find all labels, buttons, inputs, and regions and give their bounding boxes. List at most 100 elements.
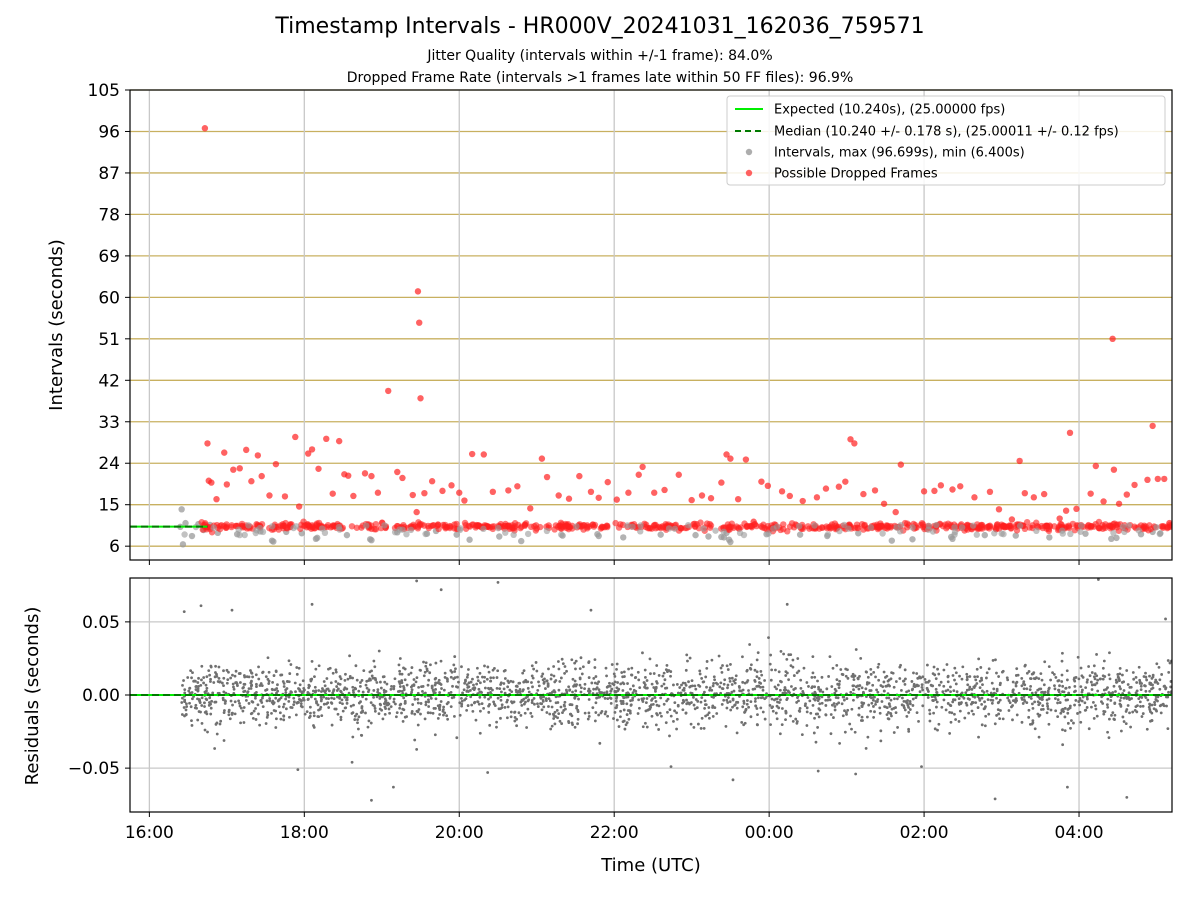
residual-point: [200, 704, 204, 707]
residual-point: [726, 686, 729, 690]
residual-point: [681, 708, 685, 712]
residual-point: [1151, 675, 1155, 679]
residual-point: [701, 680, 705, 684]
residual-point: [522, 702, 526, 706]
residual-point: [851, 672, 855, 676]
residual-point: [824, 698, 828, 702]
residual-point: [413, 697, 417, 701]
residual-point: [609, 689, 613, 693]
residual-point: [953, 666, 957, 670]
residual-point: [429, 711, 432, 715]
residual-point: [841, 695, 845, 699]
residual-point: [946, 702, 950, 705]
legend-dropped-swatch: [745, 169, 753, 177]
residual-point: [936, 728, 939, 732]
residual-point: [342, 688, 346, 691]
residual-point: [495, 676, 499, 679]
dropped-frame-point: [1085, 521, 1092, 529]
residual-point: [302, 698, 306, 702]
residual-point: [307, 697, 310, 701]
residual-point: [1121, 715, 1125, 719]
residual-point: [811, 671, 815, 675]
y-tick-label: 15: [98, 496, 120, 516]
residual-point: [954, 671, 958, 675]
residual-point: [953, 678, 956, 682]
residual-point: [474, 718, 478, 722]
residual-point: [707, 711, 711, 715]
residual-point: [615, 686, 619, 690]
residual-point: [648, 657, 652, 661]
residual-point: [1064, 698, 1068, 702]
residual-point: [360, 705, 364, 708]
residual-point: [841, 714, 845, 718]
residual-point: [948, 710, 952, 714]
residual-point: [1020, 696, 1024, 700]
residual-point: [960, 691, 964, 695]
residual-point: [355, 678, 359, 682]
residual-point: [325, 697, 328, 700]
residual-point: [449, 675, 453, 679]
residual-point: [631, 696, 635, 700]
residual-point: [1094, 704, 1097, 708]
residual-point: [222, 690, 226, 694]
residual-point: [982, 691, 986, 694]
residual-point: [663, 678, 667, 682]
residual-point: [1011, 688, 1015, 692]
residual-point: [708, 686, 712, 690]
residual-point: [266, 677, 270, 681]
residual-point: [710, 688, 714, 692]
interval-point: [241, 531, 248, 539]
residual-point: [637, 678, 641, 682]
interval-point: [524, 530, 532, 538]
residual-point: [1041, 704, 1045, 708]
residual-point: [953, 712, 956, 716]
residual-point: [186, 676, 190, 679]
residual-point: [1015, 713, 1019, 717]
residual-point: [281, 680, 285, 683]
dropped-frame-point: [734, 495, 742, 503]
residual-point: [510, 690, 514, 694]
residual-point: [1061, 743, 1065, 747]
residual-point: [350, 712, 354, 715]
residual-point: [951, 700, 955, 704]
residual-point: [489, 691, 492, 694]
residual-point: [1023, 663, 1027, 667]
residual-point: [857, 706, 861, 710]
residual-point: [261, 705, 265, 709]
residual-point: [711, 706, 714, 709]
residual-point: [425, 669, 429, 673]
residual-point: [540, 708, 544, 712]
interval-point: [795, 523, 803, 530]
residual-point: [972, 686, 976, 689]
residual-point: [976, 675, 979, 679]
dropped-frame-point: [350, 492, 357, 500]
residual-point: [817, 687, 821, 691]
residual-point: [413, 712, 417, 716]
residual-point: [915, 672, 919, 675]
residual-point: [1111, 711, 1115, 715]
residual-point: [345, 698, 348, 702]
residual-point: [1127, 691, 1131, 695]
residual-point: [1045, 711, 1049, 715]
residual-point: [935, 705, 938, 709]
dropped-frame-point: [847, 436, 854, 443]
residual-point: [359, 733, 363, 737]
dropped-frame-point: [698, 492, 706, 499]
legend-entry-label: Expected (10.240s), (25.00000 fps): [774, 103, 1005, 118]
residual-point: [503, 677, 507, 680]
residual-point: [345, 701, 349, 705]
dropped-frame-point: [254, 452, 262, 459]
dropped-frame-point: [353, 524, 361, 531]
residual-point: [409, 671, 413, 675]
residual-point: [621, 689, 625, 692]
residual-point: [502, 687, 506, 691]
residual-point: [397, 663, 401, 667]
residual-point: [946, 675, 950, 679]
residual-point: [436, 716, 440, 720]
dropped-frame-point: [414, 288, 422, 295]
residual-point: [861, 691, 865, 695]
residual-point: [643, 668, 647, 672]
residual-point: [771, 705, 775, 709]
residual-point: [453, 676, 457, 680]
residual-point: [749, 663, 753, 667]
